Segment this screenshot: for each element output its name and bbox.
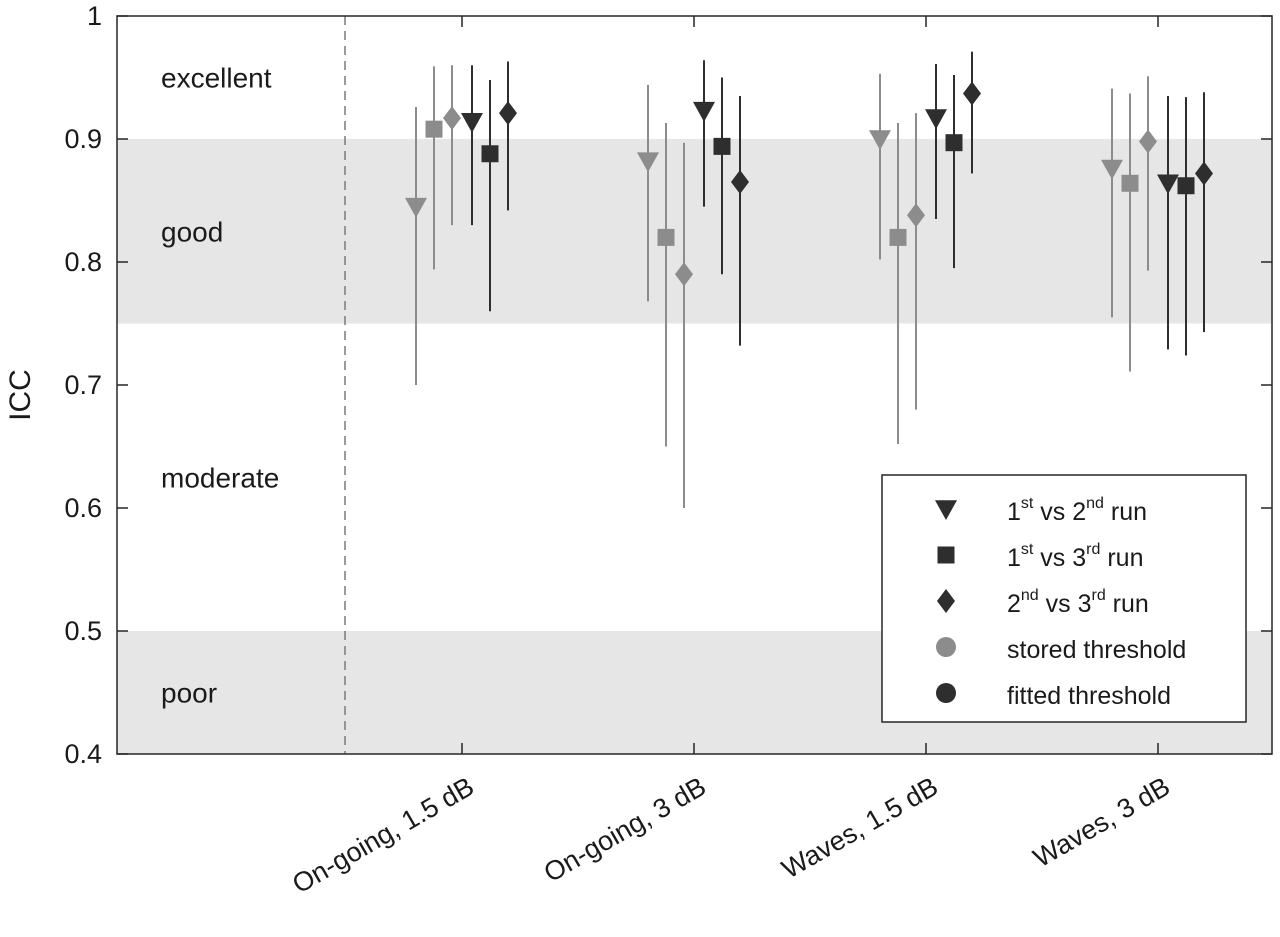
legend-label-part: nd: [1021, 587, 1039, 604]
legend-label-part: 1: [1007, 544, 1021, 572]
x-tick-label: Waves, 1.5 dB: [777, 771, 943, 884]
data-point: [1195, 161, 1213, 186]
legend-label: 1st vs 2nd run: [1007, 495, 1147, 526]
data-point: [461, 112, 483, 133]
band-label-poor: poor: [161, 678, 217, 709]
legend-label-part: vs 3: [1033, 544, 1086, 572]
data-point: [675, 262, 693, 287]
data-point: [657, 228, 675, 246]
data-point: [499, 101, 517, 126]
band-label-excellent: excellent: [161, 63, 272, 94]
band-layer: excellent good moderate poor: [117, 63, 1272, 754]
legend-label-part: stored threshold: [1007, 636, 1186, 664]
x-tick-label: On-going, 1.5 dB: [287, 771, 479, 899]
legend-label-part: run: [1104, 498, 1147, 526]
data-point: [481, 145, 499, 163]
data-point: [1139, 129, 1157, 154]
legend-label-part: run: [1106, 590, 1149, 618]
data-point: [1157, 174, 1179, 195]
data-point: [693, 101, 715, 122]
data-point: [443, 106, 461, 131]
y-tick-label: 0.5: [64, 616, 102, 646]
band-label-good: good: [161, 216, 223, 247]
data-point: [405, 197, 427, 218]
data-point: [869, 130, 891, 150]
y-tick-label: 1: [87, 1, 102, 31]
data-point: [731, 170, 749, 195]
legend-label-part: rd: [1092, 587, 1106, 604]
x-tick-label: On-going, 3 dB: [539, 771, 711, 888]
legend-marker: [937, 589, 955, 613]
legend-marker: [937, 546, 955, 564]
legend-marker: [935, 500, 957, 520]
legend-label-part: nd: [1086, 495, 1104, 512]
legend-label-part: run: [1100, 544, 1143, 572]
legend-label: stored threshold: [1007, 636, 1186, 664]
band-good: [117, 139, 1272, 324]
axes-layer: 0.4 0.5 0.6 0.7 0.8 0.9 1 ICC On-going, 1.5 dB On…: [4, 1, 1273, 899]
legend-marker: [936, 683, 956, 703]
data-point: [713, 137, 731, 155]
data-layer: [405, 51, 1213, 508]
y-tick-label: 0.4: [64, 739, 102, 769]
data-point: [425, 120, 443, 138]
legend-label: 2nd vs 3rd run: [1007, 587, 1149, 618]
legend-label-part: 2: [1007, 590, 1021, 618]
legend-label-part: st: [1021, 541, 1034, 558]
data-point: [1121, 174, 1139, 192]
data-point: [1101, 159, 1123, 180]
legend-label: fitted threshold: [1007, 682, 1171, 710]
legend-label-part: fitted threshold: [1007, 682, 1171, 710]
legend-label-part: vs 3: [1039, 590, 1092, 618]
y-axis-label: ICC: [4, 369, 37, 421]
legend-marker: [936, 637, 956, 657]
legend-label-part: vs 2: [1033, 498, 1086, 526]
data-point: [907, 203, 925, 228]
y-tick-label: 0.8: [64, 247, 102, 277]
y-tick-label: 0.9: [64, 124, 102, 154]
legend-label: 1st vs 3rd run: [1007, 541, 1143, 572]
data-point: [1177, 177, 1195, 195]
legend-label-part: 1: [1007, 498, 1021, 526]
data-point: [945, 134, 963, 152]
legend-label-part: st: [1021, 495, 1034, 512]
y-tick-label: 0.6: [64, 493, 102, 523]
band-label-moderate: moderate: [161, 462, 279, 493]
data-point: [963, 81, 981, 106]
data-point: [925, 109, 947, 130]
x-tick-label: Waves, 3 dB: [1028, 771, 1175, 873]
data-point: [889, 228, 907, 246]
legend-label-part: rd: [1086, 541, 1100, 558]
y-tick-label: 0.7: [64, 370, 102, 400]
data-point: [637, 152, 659, 173]
